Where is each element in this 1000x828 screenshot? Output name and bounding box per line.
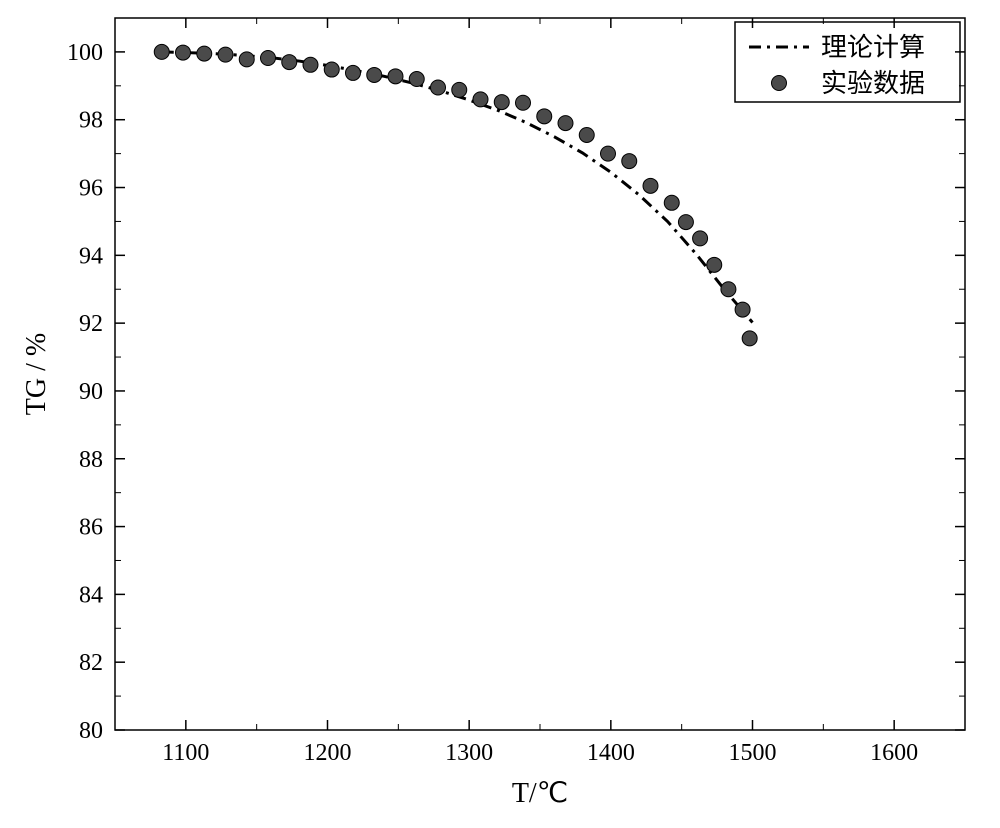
x-axis-label: T/℃ <box>512 778 568 809</box>
series-experimental-point <box>431 80 446 95</box>
tg-chart: 1100 1200 1300 1400 1500 1600 T/℃ 80 82 84 86 88 90 9… <box>0 0 1000 828</box>
y-tick-label: 86 <box>79 515 103 541</box>
y-tick-label: 94 <box>79 243 103 269</box>
series-experimental-point <box>346 65 361 80</box>
series-experimental-point <box>324 62 339 77</box>
series-experimental-point <box>388 69 403 84</box>
x-tick-label: 1600 <box>870 740 918 766</box>
series-experimental-point <box>473 92 488 107</box>
series-experimental-point <box>494 95 509 110</box>
series-experimental-point <box>154 44 169 59</box>
legend-label: 理论计算 <box>821 33 925 62</box>
y-tick-label: 82 <box>79 650 103 676</box>
series-experimental-point <box>239 52 254 67</box>
x-tick-label: 1300 <box>445 740 493 766</box>
y-tick-label: 88 <box>79 447 103 473</box>
series-experimental-point <box>409 72 424 87</box>
y-axis-label: TG / % <box>21 333 52 415</box>
series-experimental-point <box>601 146 616 161</box>
series-experimental-point <box>261 51 276 66</box>
y-tick-label: 100 <box>67 40 103 66</box>
series-experimental-point <box>678 215 693 230</box>
series-experimental-point <box>721 282 736 297</box>
y-tick-label: 96 <box>79 176 103 202</box>
series-experimental-point <box>742 331 757 346</box>
x-tick-label: 1100 <box>162 740 209 766</box>
series-experimental-point <box>516 95 531 110</box>
series-experimental-point <box>537 109 552 124</box>
series-experimental-point <box>303 57 318 72</box>
legend-label: 实验数据 <box>821 69 925 98</box>
series-experimental-point <box>735 302 750 317</box>
y-tick-label: 80 <box>79 718 103 744</box>
plot-frame <box>115 18 965 730</box>
series-experimental-point <box>218 47 233 62</box>
series-experimental-point <box>643 178 658 193</box>
legend-swatch-marker <box>772 76 787 91</box>
series-experimental-point <box>664 195 679 210</box>
series-experimental-point <box>176 45 191 60</box>
x-tick-label: 1400 <box>587 740 635 766</box>
x-tick-label: 1500 <box>729 740 777 766</box>
y-tick-label: 98 <box>79 108 103 134</box>
x-tick-label: 1200 <box>304 740 352 766</box>
series-experimental-point <box>579 127 594 142</box>
y-tick-label: 84 <box>79 582 103 608</box>
chart-svg: 1100 1200 1300 1400 1500 1600 T/℃ 80 82 84 86 88 90 9… <box>0 0 1000 828</box>
series-experimental-point <box>282 55 297 70</box>
y-tick-label: 92 <box>79 311 103 337</box>
series-experimental-point <box>622 154 637 169</box>
series-experimental-point <box>452 82 467 97</box>
series-experimental-point <box>707 257 722 272</box>
series-experimental-point <box>558 116 573 131</box>
series-experimental-point <box>197 46 212 61</box>
series-experimental-point <box>367 67 382 82</box>
series-experimental-point <box>693 231 708 246</box>
y-tick-label: 90 <box>79 379 103 405</box>
